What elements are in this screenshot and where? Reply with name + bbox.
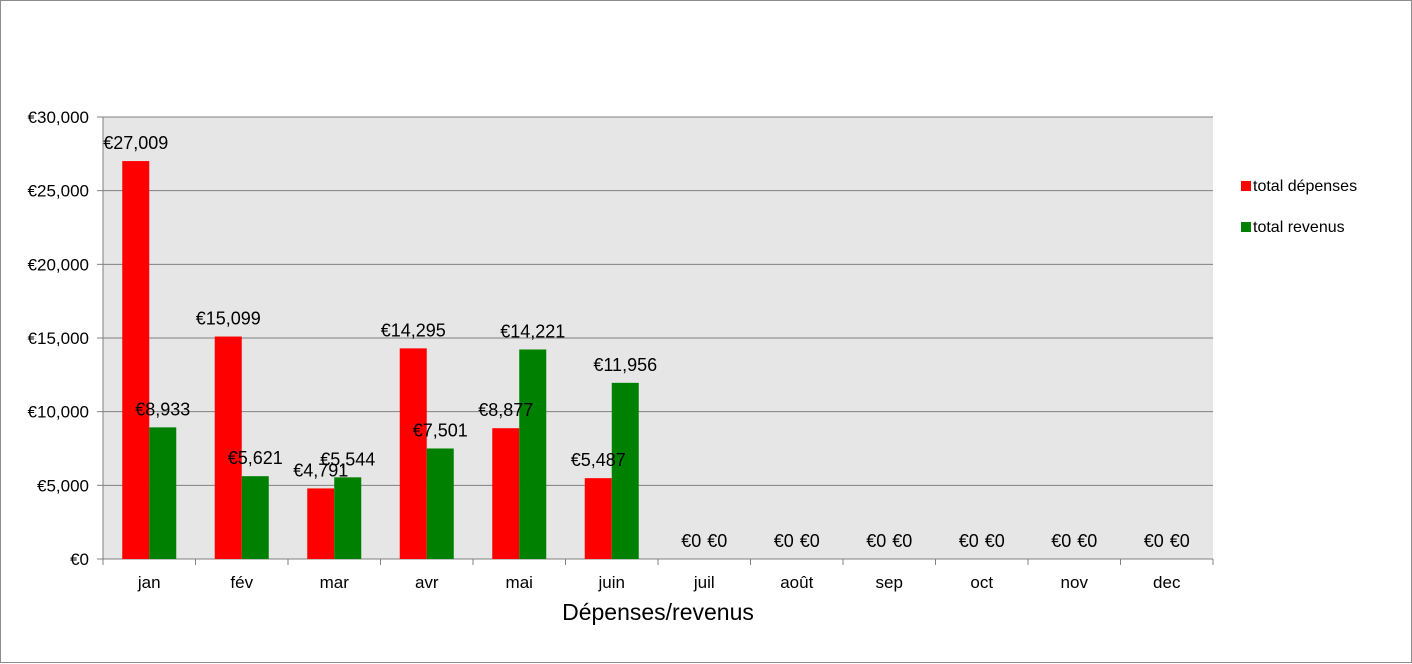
x-tick-label: nov [1061, 573, 1089, 592]
data-label-depenses: €8,877 [478, 400, 533, 420]
data-label-depenses: €14,295 [381, 320, 446, 340]
y-tick-label: €5,000 [37, 476, 89, 495]
data-label-depenses: €0 [866, 531, 886, 551]
bar-depenses[interactable] [307, 488, 335, 559]
bar-revenus[interactable] [519, 349, 547, 559]
x-tick-label: dec [1153, 573, 1181, 592]
x-tick-label: oct [970, 573, 993, 592]
y-tick-label: €25,000 [28, 182, 89, 201]
data-label-revenus: €0 [1170, 531, 1190, 551]
data-label-depenses: €0 [1144, 531, 1164, 551]
data-label-depenses: €0 [774, 531, 794, 551]
legend-swatch [1241, 181, 1251, 191]
x-tick-label: avr [415, 573, 439, 592]
x-tick-label: août [780, 573, 813, 592]
data-label-revenus: €8,933 [135, 399, 190, 419]
data-label-depenses: €4,791 [293, 460, 348, 480]
data-label-depenses: €5,487 [571, 450, 626, 470]
data-label-depenses: €0 [1051, 531, 1071, 551]
x-tick-label: juil [693, 573, 715, 592]
legend-label: total revenus [1253, 219, 1345, 236]
y-tick-label: €10,000 [28, 403, 89, 422]
x-tick-label: juin [598, 573, 625, 592]
bar-depenses[interactable] [122, 161, 150, 560]
data-label-revenus: €5,621 [228, 448, 283, 468]
data-label-revenus: €0 [985, 531, 1005, 551]
data-label-depenses: €15,099 [196, 309, 261, 329]
data-label-revenus: €0 [707, 531, 727, 551]
x-tick-label: mai [506, 573, 533, 592]
y-tick-label: €20,000 [28, 255, 89, 274]
x-tick-label: fév [230, 573, 253, 592]
y-tick-label: €15,000 [28, 329, 89, 348]
legend-label: total dépenses [1253, 178, 1357, 195]
data-label-revenus: €7,501 [413, 420, 468, 440]
bar-depenses[interactable] [214, 336, 242, 559]
bar-revenus[interactable] [426, 448, 454, 559]
data-label-depenses: €0 [681, 531, 701, 551]
legend-swatch [1241, 222, 1251, 232]
y-tick-label: €0 [70, 550, 89, 569]
x-axis-title: Dépenses/revenus [562, 599, 754, 625]
bar-depenses[interactable] [399, 348, 427, 559]
bar-revenus[interactable] [611, 382, 639, 559]
bar-depenses[interactable] [492, 428, 520, 559]
y-tick-label: €30,000 [28, 108, 89, 127]
data-label-revenus: €0 [1077, 531, 1097, 551]
bar-revenus[interactable] [149, 427, 177, 559]
bar-depenses[interactable] [584, 478, 612, 559]
x-tick-label: jan [137, 573, 161, 592]
data-label-depenses: €27,009 [103, 133, 168, 153]
data-label-revenus: €11,956 [593, 355, 657, 375]
data-label-revenus: €0 [892, 531, 912, 551]
data-label-revenus: €14,221 [500, 321, 565, 341]
data-label-revenus: €0 [800, 531, 820, 551]
data-label-revenus: €5,544 [320, 449, 375, 469]
x-tick-label: sep [876, 573, 903, 592]
x-tick-label: mar [320, 573, 350, 592]
data-label-depenses: €0 [959, 531, 979, 551]
bar-revenus[interactable] [241, 476, 269, 559]
bar-revenus[interactable] [334, 477, 362, 559]
